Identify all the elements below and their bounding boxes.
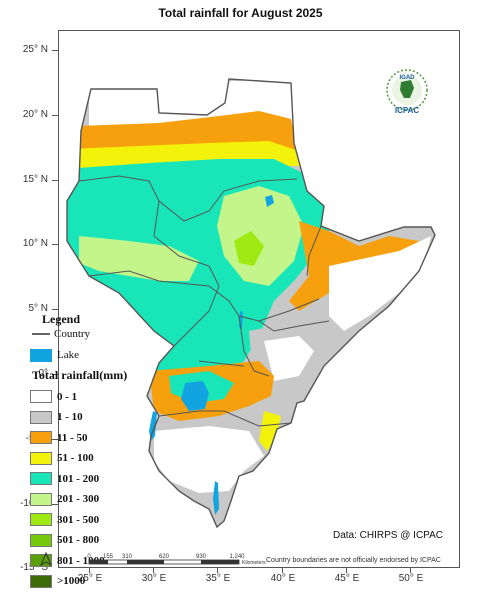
lon-label-45e: 45° E: [334, 573, 360, 584]
legend-country-row: Country: [30, 327, 160, 341]
band-51-100-coast: [259, 411, 281, 451]
logo-bottom-text: ICPAC: [394, 106, 420, 115]
legend-class-row: 11 - 50: [30, 428, 160, 449]
lat-tick: [52, 180, 58, 181]
lon-tick: [282, 568, 283, 573]
map-frame: [58, 30, 460, 568]
legend-class-row: 201 - 300: [30, 489, 160, 510]
scale-tick: 155: [103, 554, 114, 560]
lat-tick: [52, 244, 58, 245]
legend-class-swatch: [30, 533, 52, 547]
lat-tick: [52, 50, 58, 51]
legend-class-label: 1 - 10: [57, 411, 83, 424]
lat-label-20n: 20° N: [22, 109, 48, 120]
legend-class-label: 11 - 50: [57, 431, 88, 444]
rainfall-map: [66, 78, 436, 529]
band-201-300-west: [79, 236, 199, 281]
region-outline: [66, 78, 436, 529]
lat-tick: [52, 504, 58, 505]
legend-class-swatch: [30, 513, 52, 527]
lat-label-15s: -15° S: [20, 562, 48, 573]
lat-tick: [52, 115, 58, 116]
lake-swatch: [30, 348, 52, 362]
legend-class-swatch: [30, 410, 52, 424]
lon-tick: [89, 568, 90, 573]
lat-tick: [52, 439, 58, 440]
lake-malawi: [213, 481, 219, 515]
legend-heading: Legend: [42, 312, 81, 326]
scale-tick: 310: [122, 554, 133, 560]
legend-lake-row: Lake: [30, 345, 160, 366]
legend-class-swatch: [30, 574, 52, 588]
legend-class-label: 101 - 200: [57, 472, 100, 485]
lat-label-25n: 25° N: [22, 44, 48, 55]
lat-tick: [52, 309, 58, 310]
legend-class-label: 51 - 100: [57, 452, 94, 465]
legend-class-row: 51 - 100: [30, 448, 160, 469]
legend-classes: 0 - 1 1 - 10 11 - 50 51 - 100 101 - 200 201 -…: [30, 387, 160, 592]
lat-label-15n: 15° N: [22, 174, 48, 185]
scale-tick: 620: [159, 554, 170, 560]
lon-label-25e: 25° E: [77, 573, 103, 584]
data-credit: Data: CHIRPS @ ICPAC: [333, 530, 443, 541]
legend-country-label: Country: [54, 328, 91, 340]
lat-label-10n: 10° N: [22, 238, 48, 249]
country-boundaries: [78, 175, 330, 427]
lon-label-40e: 40° E: [270, 573, 296, 584]
legend-class-label: >1000: [57, 575, 86, 588]
lon-tick: [217, 568, 218, 573]
map-title: Total rainfall for August 2025: [158, 6, 323, 20]
band-301-500-highland: [234, 231, 264, 266]
legend-class-label: 0 - 1: [57, 390, 78, 403]
scale-unit: Kilometers: [242, 560, 266, 566]
legend-class-row: 301 - 500: [30, 510, 160, 531]
igad-logo: IGAD: [386, 69, 428, 111]
lake-tanganyika: [149, 411, 157, 441]
scale-tick: 1,240: [229, 554, 245, 560]
lake-tana: [265, 195, 274, 207]
scale-tick: 0: [87, 554, 91, 560]
legend-class-row: >1000: [30, 571, 160, 592]
legend-class-row: 1 - 10: [30, 407, 160, 428]
legend-class-label: 501 - 800: [57, 534, 100, 547]
lon-tick: [410, 568, 411, 573]
lake-victoria: [181, 381, 209, 411]
legend-lake-label: Lake: [57, 349, 79, 362]
legend-class-swatch: [30, 554, 52, 568]
lon-tick: [346, 568, 347, 573]
lon-tick: [153, 568, 154, 573]
legend-class-swatch: [30, 390, 52, 404]
legend-class-label: 201 - 300: [57, 493, 100, 506]
north-arrow-icon: [40, 552, 52, 566]
lon-label-30e: 30° E: [141, 573, 167, 584]
map-legend: Legend Country Lake Total rainfall(mm) 0…: [30, 312, 160, 592]
lat-label-0: 0°: [38, 368, 48, 379]
dry-horn: [329, 236, 431, 331]
lon-label-35e: 35° E: [205, 573, 231, 584]
legend-class-swatch: [30, 472, 52, 486]
logo-top-text: IGAD: [400, 75, 416, 81]
legend-rainfall-heading: Total rainfall(mm): [32, 367, 128, 382]
legend-class-row: 501 - 800: [30, 530, 160, 551]
scale-bar: 0 155 310 620 930 1,240 Kilometers: [87, 554, 266, 566]
legend-class-label: 301 - 500: [57, 513, 100, 526]
legend-class-swatch: [30, 431, 52, 445]
legend-class-swatch: [30, 492, 52, 506]
lat-tick: [52, 374, 58, 375]
dry-south: [154, 426, 264, 493]
lon-label-50e: 50° E: [398, 573, 424, 584]
legend-class-swatch: [30, 451, 52, 465]
country-line-swatch: [32, 333, 50, 335]
lat-label-5n: 5° N: [28, 303, 48, 314]
boundary-disclaimer: Country boundaries are not officially en…: [266, 557, 441, 564]
legend-class-row: 0 - 1: [30, 387, 160, 408]
dry-east-white: [264, 336, 314, 381]
legend-class-row: 101 - 200: [30, 469, 160, 490]
scale-tick: 930: [196, 554, 207, 560]
